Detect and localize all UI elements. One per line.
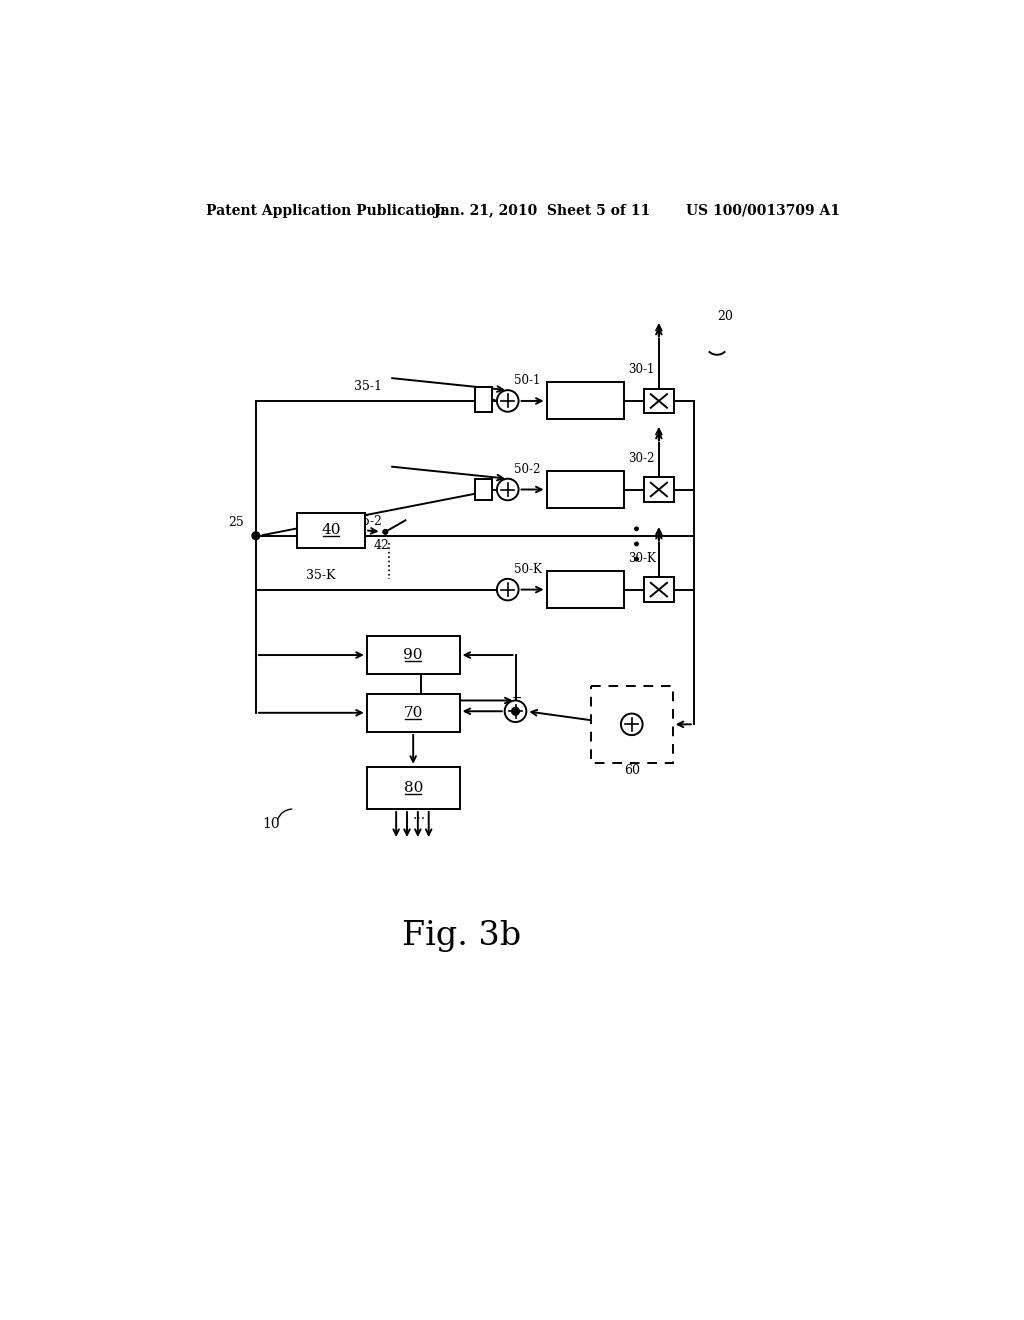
Text: 40: 40: [322, 523, 341, 537]
Circle shape: [621, 714, 643, 735]
Bar: [367, 767, 460, 809]
Circle shape: [383, 529, 388, 535]
Text: 20: 20: [717, 310, 733, 323]
Circle shape: [497, 578, 518, 601]
Bar: [644, 577, 674, 602]
Text: 35-1: 35-1: [354, 380, 382, 393]
Text: 50-1: 50-1: [514, 374, 541, 387]
Bar: [367, 693, 460, 733]
Bar: [297, 512, 366, 548]
Circle shape: [252, 532, 260, 540]
Bar: [475, 387, 493, 412]
Circle shape: [512, 708, 519, 715]
Text: Patent Application Publication: Patent Application Publication: [206, 203, 445, 218]
Circle shape: [505, 701, 526, 722]
Text: 80: 80: [403, 781, 423, 795]
Text: 30-K: 30-K: [628, 552, 655, 565]
Bar: [547, 383, 624, 420]
Bar: [547, 572, 624, 609]
Text: 10: 10: [262, 817, 281, 832]
Text: 30-1: 30-1: [628, 363, 654, 376]
Text: 30-2: 30-2: [628, 451, 654, 465]
Text: US 100/0013709 A1: US 100/0013709 A1: [686, 203, 840, 218]
Text: 35-K: 35-K: [306, 569, 336, 582]
Text: 70: 70: [403, 706, 423, 719]
Bar: [475, 479, 493, 500]
Text: 50-K: 50-K: [514, 562, 542, 576]
Bar: [592, 686, 673, 763]
Text: Fig. 3b: Fig. 3b: [401, 920, 521, 952]
Bar: [547, 471, 624, 508]
Text: ···: ···: [413, 812, 426, 826]
Text: • • •: • • •: [631, 523, 648, 564]
Text: 42: 42: [374, 539, 389, 552]
Text: −: −: [512, 692, 522, 705]
Text: 35-2: 35-2: [354, 515, 382, 528]
Text: Jan. 21, 2010  Sheet 5 of 11: Jan. 21, 2010 Sheet 5 of 11: [434, 203, 650, 218]
Text: 60: 60: [624, 764, 640, 776]
Circle shape: [497, 479, 518, 500]
Circle shape: [497, 391, 518, 412]
Text: 90: 90: [403, 648, 423, 663]
Bar: [644, 478, 674, 502]
Text: 25: 25: [228, 516, 245, 529]
Text: 50-2: 50-2: [514, 462, 541, 475]
Bar: [367, 636, 460, 675]
Bar: [644, 388, 674, 413]
